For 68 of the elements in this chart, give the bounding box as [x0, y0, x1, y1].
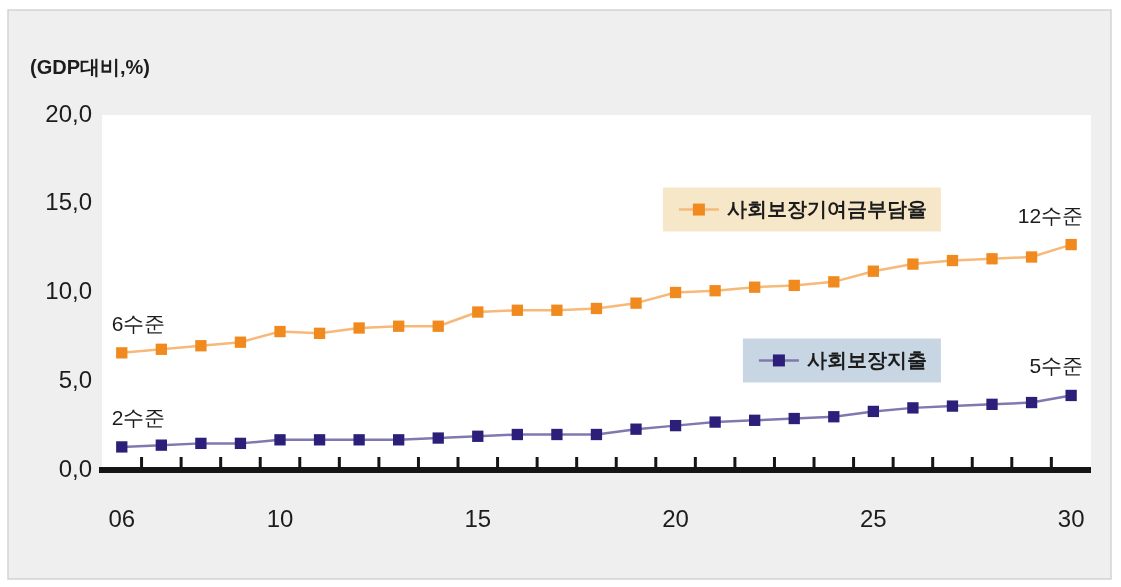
annotation: 6수준 — [111, 311, 166, 335]
point — [788, 279, 800, 292]
y-tick-label: 0,0 — [58, 454, 92, 482]
point — [1025, 396, 1038, 409]
y-tick-label: 5,0 — [58, 365, 92, 393]
point — [749, 281, 761, 293]
point — [472, 430, 484, 442]
x-tick-label: 10 — [266, 505, 294, 533]
point — [867, 405, 880, 418]
point — [590, 302, 603, 315]
point — [116, 441, 128, 453]
point — [195, 340, 207, 352]
y-tick-label: 15,0 — [45, 188, 92, 216]
y-axis-title: (GDP대비,%) — [30, 55, 150, 78]
point — [749, 414, 761, 426]
point — [393, 320, 405, 332]
y-tick-label: 10,0 — [45, 277, 92, 305]
point — [986, 398, 998, 410]
point — [946, 254, 959, 267]
annotation: 2수준 — [111, 405, 166, 429]
point — [669, 419, 682, 432]
point — [353, 322, 365, 334]
y-tick-label: 20,0 — [45, 99, 92, 127]
legend-label: 사회보장기여금부담율 — [726, 198, 927, 221]
point — [828, 411, 840, 423]
point — [669, 286, 682, 299]
point — [590, 428, 603, 441]
annotation: 12수준 — [1017, 203, 1084, 227]
point — [511, 428, 523, 441]
point — [313, 434, 326, 446]
point — [907, 402, 919, 414]
point — [551, 304, 563, 316]
point — [907, 258, 919, 270]
point — [155, 439, 167, 451]
legend-label: 사회보장지출 — [806, 348, 927, 371]
point — [313, 327, 326, 339]
point — [709, 416, 721, 428]
annotation: 5수준 — [1029, 354, 1084, 378]
point — [630, 423, 642, 435]
point — [986, 253, 998, 265]
point — [353, 434, 365, 446]
point — [946, 400, 959, 412]
x-tick-label: 25 — [860, 505, 887, 533]
point — [274, 325, 286, 338]
point — [1025, 251, 1038, 263]
point — [234, 336, 247, 348]
point — [1065, 238, 1077, 251]
x-tick-label: 20 — [662, 505, 689, 533]
point — [116, 347, 128, 359]
point — [867, 265, 880, 277]
point — [788, 412, 800, 425]
point — [511, 304, 523, 316]
point — [551, 428, 563, 441]
point — [432, 432, 444, 444]
point — [432, 320, 444, 332]
point — [709, 285, 721, 297]
point — [1065, 389, 1077, 402]
point — [630, 297, 642, 309]
point — [155, 343, 167, 355]
point — [234, 437, 247, 450]
x-tick-label: 06 — [108, 505, 136, 533]
point — [472, 306, 484, 318]
x-tick-label: 15 — [464, 505, 492, 533]
point — [393, 434, 405, 446]
point — [828, 276, 840, 288]
point — [274, 434, 286, 446]
point — [195, 437, 207, 450]
x-tick-label: 30 — [1057, 505, 1085, 533]
